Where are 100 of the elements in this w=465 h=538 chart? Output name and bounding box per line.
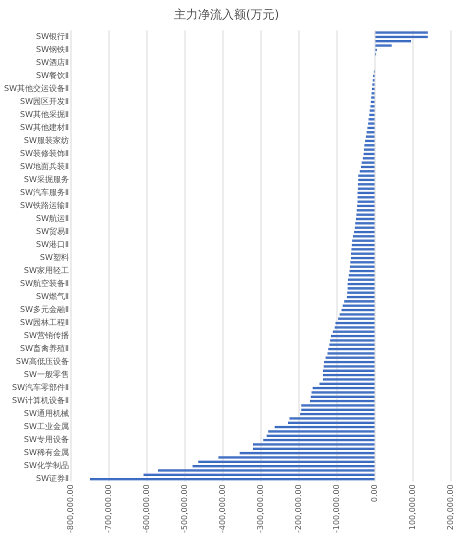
y-tick-label: SW通用机械	[24, 409, 69, 418]
y-tick-label: SW园区开发Ⅱ	[20, 97, 69, 106]
bar	[352, 239, 374, 242]
bar	[326, 356, 374, 359]
bar	[327, 352, 374, 355]
bar	[362, 161, 374, 164]
bar	[355, 222, 374, 225]
bar	[329, 344, 374, 346]
bar	[358, 200, 374, 203]
bar	[358, 196, 374, 199]
y-tick-label: SW高低压设备	[16, 357, 69, 366]
bar	[340, 313, 374, 316]
y-tick-label: SW其他交运设备Ⅱ	[4, 84, 69, 94]
y-tick-label: SW计算机设备Ⅱ	[12, 396, 69, 406]
bar	[144, 474, 374, 476]
bar	[348, 274, 374, 277]
y-tick-label: SW汽车服务Ⅱ	[20, 188, 69, 198]
bar	[362, 157, 374, 160]
bar	[319, 382, 374, 385]
x-tick-label: -800,000.00	[66, 484, 76, 534]
bar	[322, 370, 374, 372]
bar	[322, 378, 374, 381]
bar	[330, 339, 374, 342]
y-tick-label: SW航空装备Ⅱ	[20, 279, 69, 288]
bar	[310, 396, 374, 398]
bar	[312, 386, 374, 390]
y-tick-label: SW酒店Ⅱ	[36, 58, 69, 67]
bar	[332, 330, 374, 333]
bar	[263, 438, 374, 442]
y-tick-label: SW港口Ⅱ	[36, 240, 69, 250]
x-tick-label: -600,000.00	[142, 484, 152, 534]
bar	[274, 426, 374, 428]
y-tick-label: SW塑料	[40, 253, 69, 262]
bar	[368, 122, 374, 125]
bar	[338, 318, 374, 320]
bar	[324, 365, 374, 368]
bar	[240, 452, 374, 454]
bar	[370, 100, 374, 104]
y-tick-label: SW装修装饰Ⅱ	[20, 149, 69, 158]
x-tick-label: -100,000.00	[332, 484, 342, 534]
bar	[348, 287, 374, 290]
bar	[351, 248, 374, 251]
y-tick-label: SW钢铁Ⅱ	[36, 44, 69, 54]
bar	[344, 300, 374, 303]
bar	[351, 252, 374, 255]
x-tick-label: -400,000.00	[218, 484, 228, 534]
x-tick-label: 100,000.00	[408, 484, 418, 530]
bar	[342, 304, 374, 307]
bar	[348, 278, 374, 281]
y-tick-label: SW其他建材Ⅱ	[20, 123, 69, 132]
bar	[358, 174, 374, 177]
x-tick-label: -500,000.00	[180, 484, 190, 534]
y-tick-label: SW畜禽养殖Ⅱ	[20, 344, 69, 354]
y-tick-label: SW餐饮Ⅱ	[36, 71, 69, 80]
bar	[324, 360, 374, 364]
y-tick-label: SW铁路运输Ⅱ	[20, 201, 69, 210]
bar	[372, 88, 374, 90]
y-tick-label: SW营销传播	[24, 331, 69, 340]
bar	[330, 334, 374, 338]
bar	[198, 460, 374, 463]
x-tick-label: -300,000.00	[256, 484, 266, 534]
y-tick-label: SW园林工程Ⅱ	[20, 318, 69, 328]
y-tick-label: SW银行Ⅱ	[36, 32, 69, 41]
bar	[364, 148, 374, 151]
x-tick-label: 0.00	[370, 484, 380, 502]
y-tick-label: SW多元金融Ⅱ	[20, 305, 69, 314]
bar	[364, 144, 374, 146]
x-tick-label: -700,000.00	[104, 484, 114, 534]
y-tick-label: SW地面兵装Ⅱ	[20, 162, 69, 172]
x-tick-label: -200,000.00	[294, 484, 304, 534]
bar	[375, 31, 428, 34]
bar	[372, 92, 374, 94]
bar	[366, 135, 374, 138]
y-tick-label: SW采掘服务	[24, 175, 69, 184]
x-tick-label: 200,000.00	[446, 484, 456, 530]
bar	[375, 36, 428, 38]
y-tick-label: SW化学制品	[24, 461, 69, 470]
bar	[301, 408, 374, 411]
bar	[252, 448, 374, 450]
bar	[312, 391, 374, 394]
y-tick-label: SW工业金属	[24, 422, 69, 432]
y-tick-label: SW汽车零部件Ⅱ	[12, 383, 69, 392]
bar	[354, 226, 374, 229]
chart-title: 主力净流入额(万元)	[174, 7, 280, 22]
bar	[352, 235, 374, 238]
bar	[90, 478, 374, 480]
bar	[370, 105, 374, 108]
y-tick-label: SW一般零售	[24, 370, 69, 380]
bar	[266, 434, 374, 437]
bar	[334, 326, 374, 329]
y-tick-label: SW贸易Ⅱ	[36, 227, 69, 236]
bar	[192, 464, 374, 468]
y-tick-label: SW其他采掘Ⅱ	[20, 110, 69, 120]
bar	[358, 187, 374, 190]
bar	[356, 213, 374, 216]
bar	[289, 417, 374, 420]
bar	[366, 131, 374, 134]
y-tick-label: SW燃气Ⅱ	[36, 292, 69, 302]
bar	[370, 109, 374, 112]
bar	[356, 209, 374, 212]
